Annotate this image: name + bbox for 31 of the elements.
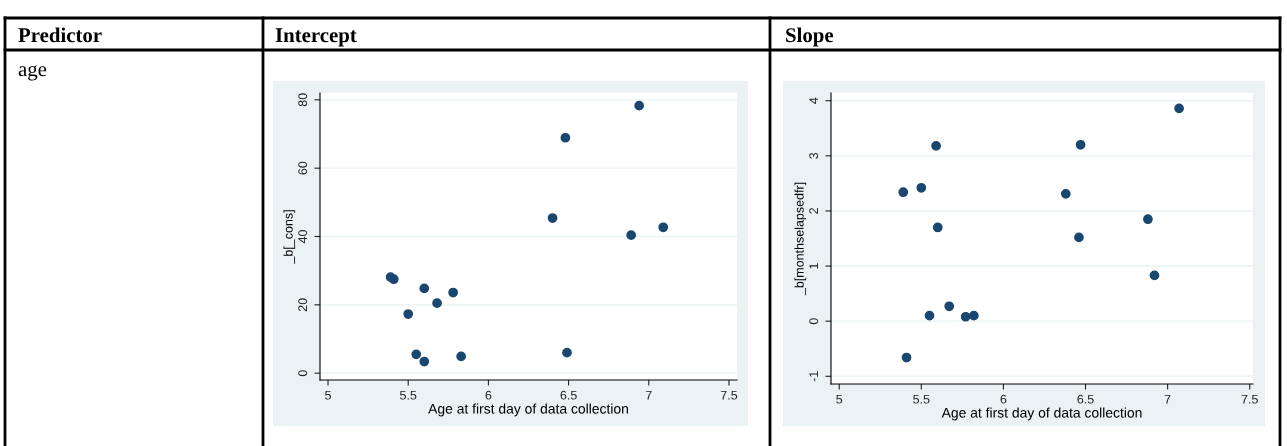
y-tick-label: 40 <box>298 230 308 244</box>
x-tick-label: 7.5 <box>1241 394 1258 404</box>
x-tick-label: 5 <box>325 390 331 400</box>
y-tick-label: 20 <box>298 298 308 312</box>
x-tick-label: 6.5 <box>1077 394 1094 404</box>
x-tick-label: 5.5 <box>913 394 930 404</box>
text: age <box>18 65 47 81</box>
y-tick-label: 2 <box>809 208 818 214</box>
y-tick-label: 1 <box>809 263 818 269</box>
x-tick-label: 7 <box>645 390 652 400</box>
chart-title: Slope <box>786 27 834 47</box>
y-tick-label: 60 <box>298 161 308 175</box>
y-tick-label: 4 <box>809 97 818 104</box>
y-axis-title: _b[_cons] <box>283 210 296 264</box>
x-tick-label: 5.5 <box>400 390 417 400</box>
x-tick-label: 7.5 <box>720 390 738 400</box>
x-axis-title: Age at first day of data collection <box>428 403 628 417</box>
text: Predictor <box>18 27 102 43</box>
x-tick-label: 5 <box>836 394 843 404</box>
y-tick-label: 3 <box>809 152 819 159</box>
y-tick-label: 80 <box>298 93 308 107</box>
y-tick-label: 0 <box>809 318 819 325</box>
x-tick-label: 6 <box>485 390 492 400</box>
y-axis-title: _b[monthselapsedfr] <box>794 182 807 296</box>
y-tick-label: -1 <box>809 371 818 382</box>
x-tick-label: 7 <box>1164 394 1171 404</box>
x-axis-title: Age at first day of data collection <box>941 407 1142 421</box>
chart-title: Intercept <box>275 28 357 47</box>
x-tick-label: 6 <box>1000 394 1007 404</box>
x-tick-label: 6.5 <box>560 390 577 400</box>
y-tick-label: 0 <box>298 370 308 377</box>
